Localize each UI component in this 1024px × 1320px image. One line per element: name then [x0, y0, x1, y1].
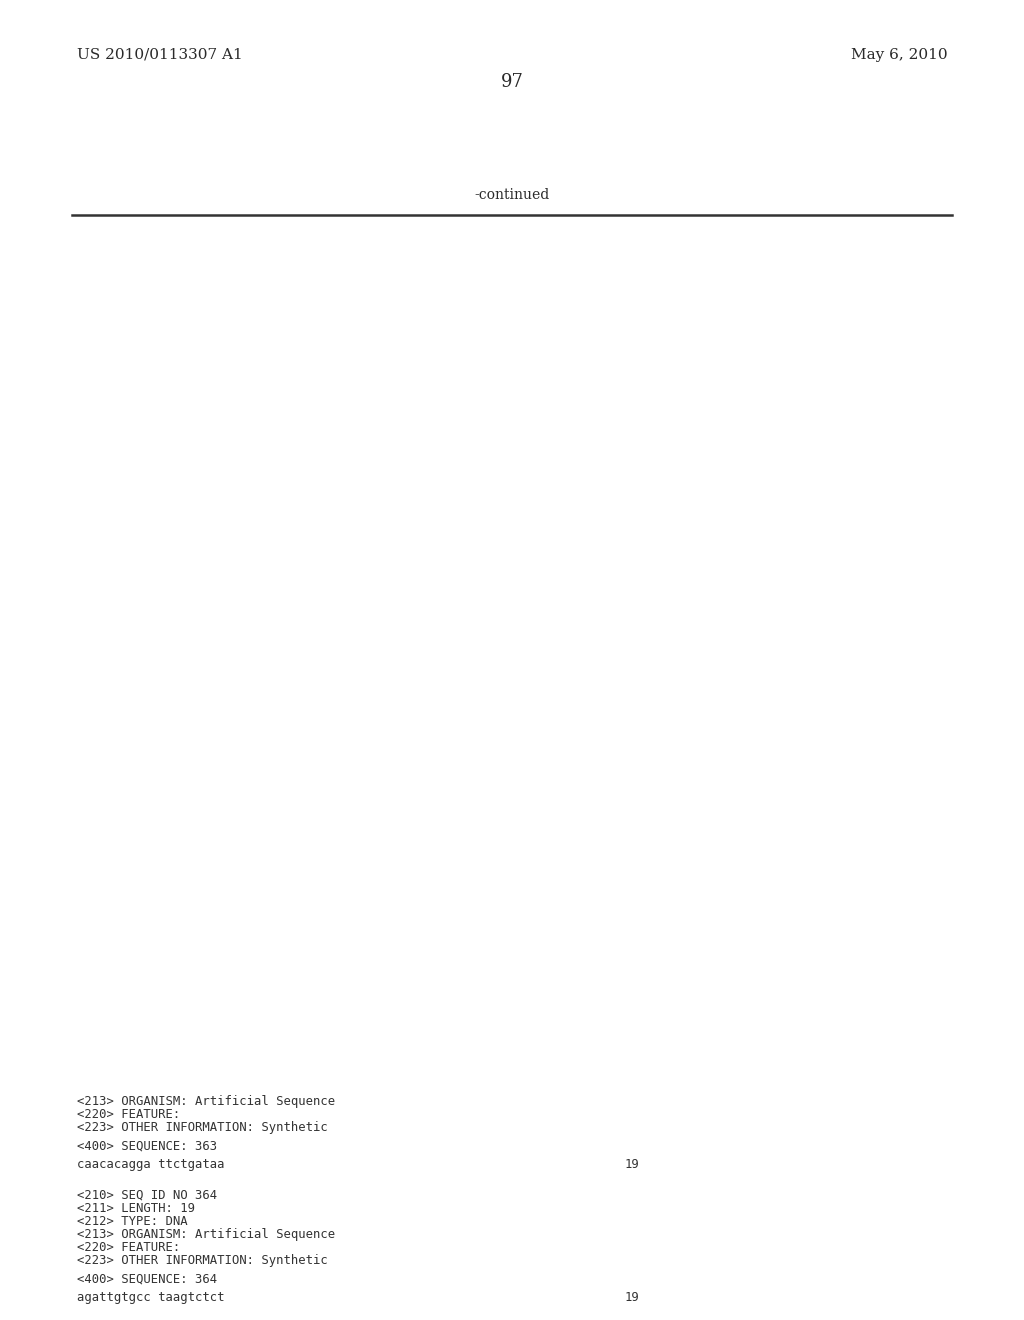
Text: <223> OTHER INFORMATION: Synthetic: <223> OTHER INFORMATION: Synthetic — [77, 1121, 328, 1134]
Text: <223> OTHER INFORMATION: Synthetic: <223> OTHER INFORMATION: Synthetic — [77, 1254, 328, 1267]
Text: <212> TYPE: DNA: <212> TYPE: DNA — [77, 1214, 187, 1228]
Text: <213> ORGANISM: Artificial Sequence: <213> ORGANISM: Artificial Sequence — [77, 1096, 335, 1107]
Text: <210> SEQ ID NO 364: <210> SEQ ID NO 364 — [77, 1189, 217, 1203]
Text: -continued: -continued — [474, 187, 550, 202]
Text: caacacagga ttctgataa: caacacagga ttctgataa — [77, 1158, 224, 1171]
Text: <211> LENGTH: 19: <211> LENGTH: 19 — [77, 1203, 195, 1214]
Text: <220> FEATURE:: <220> FEATURE: — [77, 1241, 180, 1254]
Text: 19: 19 — [625, 1158, 639, 1171]
Text: <400> SEQUENCE: 364: <400> SEQUENCE: 364 — [77, 1272, 217, 1286]
Text: <400> SEQUENCE: 363: <400> SEQUENCE: 363 — [77, 1140, 217, 1152]
Text: 97: 97 — [501, 73, 523, 91]
Text: 19: 19 — [625, 1291, 639, 1304]
Text: <213> ORGANISM: Artificial Sequence: <213> ORGANISM: Artificial Sequence — [77, 1228, 335, 1241]
Text: agattgtgcc taagtctct: agattgtgcc taagtctct — [77, 1291, 224, 1304]
Text: US 2010/0113307 A1: US 2010/0113307 A1 — [77, 48, 243, 62]
Text: May 6, 2010: May 6, 2010 — [851, 48, 947, 62]
Text: <220> FEATURE:: <220> FEATURE: — [77, 1107, 180, 1121]
